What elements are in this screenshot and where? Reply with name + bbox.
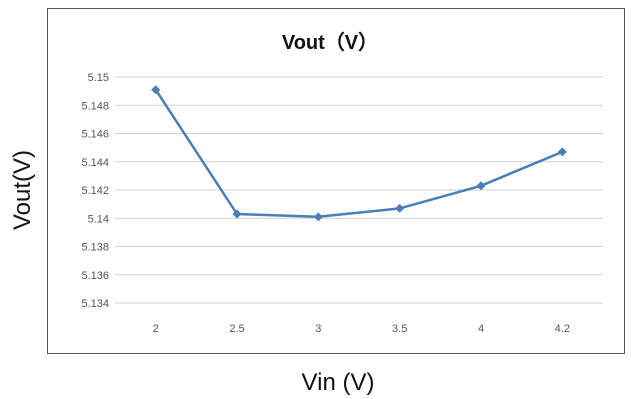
x-tick-label: 3.5 xyxy=(392,323,407,335)
y-tick-label: 5.146 xyxy=(81,129,109,141)
y-tick-label: 5.142 xyxy=(81,185,109,197)
y-tick-label: 5.15 xyxy=(88,72,109,84)
series-line xyxy=(154,89,563,219)
x-tick-label: 4.2 xyxy=(555,323,570,335)
gridlines xyxy=(115,76,603,304)
data-point xyxy=(476,181,486,191)
x-tick-label: 4 xyxy=(478,323,484,335)
x-tick-label: 3 xyxy=(315,323,321,335)
data-markers xyxy=(151,85,567,222)
y-tick-label: 5.14 xyxy=(88,213,109,225)
y-tick-label: 5.148 xyxy=(81,100,109,112)
y-tick-label: 5.138 xyxy=(81,242,109,254)
x-axis-title: Vin (V) xyxy=(302,369,375,396)
x-axis-ticks: 2 2.5 3 3.5 4 4.2 xyxy=(153,323,570,335)
y-tick-label: 5.144 xyxy=(81,157,109,169)
chart-frame xyxy=(47,8,625,354)
x-tick-label: 2 xyxy=(153,323,159,335)
data-point xyxy=(557,147,567,157)
data-point xyxy=(395,203,405,213)
data-point xyxy=(151,85,161,95)
data-point xyxy=(313,212,323,222)
chart-title: Vout（V） xyxy=(282,31,378,54)
y-axis-title: Vout(V) xyxy=(9,150,36,230)
y-axis-ticks: 5.134 5.136 5.138 5.14 5.142 5.144 5.146 5.148 5… xyxy=(81,72,109,310)
x-tick-label: 2.5 xyxy=(229,323,244,335)
y-tick-label: 5.136 xyxy=(81,270,109,282)
data-point xyxy=(232,209,242,219)
y-tick-label: 5.134 xyxy=(81,298,109,310)
